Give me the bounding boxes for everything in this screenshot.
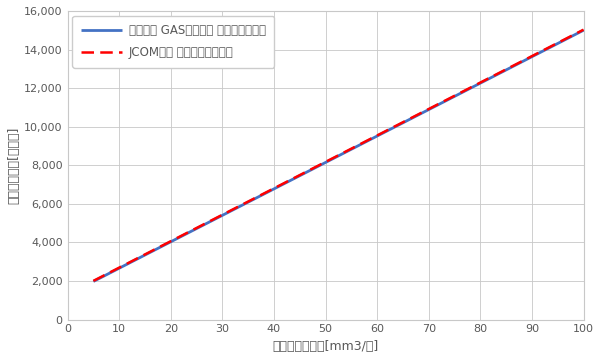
大阪ガス GAS得プラン まとめトク料金 — [326, 158, 333, 163]
Legend: 大阪ガス GAS得プラン まとめトク料金, JCOMガス まとめトクコース: 大阪ガス GAS得プラン まとめトク料金, JCOMガス まとめトクコース — [72, 16, 274, 68]
大阪ガス GAS得プラン まとめトク料金 — [90, 279, 97, 284]
JCOMガス まとめトクコース — [326, 158, 333, 162]
大阪ガス GAS得プラン まとめトク料金 — [580, 28, 587, 32]
JCOMガス まとめトクコース — [382, 129, 389, 134]
JCOMガス まとめトクコース — [90, 279, 97, 283]
大阪ガス GAS得プラン まとめトク料金 — [355, 143, 362, 148]
大阪ガス GAS得プラン まとめトク料金 — [568, 34, 575, 39]
X-axis label: 月間ガス使用量[mm3/月]: 月間ガス使用量[mm3/月] — [272, 340, 379, 353]
JCOMガス まとめトクコース — [580, 27, 587, 32]
Line: JCOMガス まとめトクコース: JCOMガス まとめトクコース — [93, 30, 584, 281]
Line: 大阪ガス GAS得プラン まとめトク料金: 大阪ガス GAS得プラン まとめトク料金 — [93, 30, 584, 282]
大阪ガス GAS得プラン まとめトク料金 — [492, 73, 499, 78]
JCOMガス まとめトクコース — [355, 143, 362, 147]
大阪ガス GAS得プラン まとめトク料金 — [323, 160, 330, 164]
JCOMガス まとめトクコース — [323, 159, 330, 164]
JCOMガス まとめトクコース — [492, 73, 499, 77]
大阪ガス GAS得プラン まとめトク料金 — [382, 130, 389, 134]
JCOMガス まとめトクコース — [568, 33, 575, 38]
Y-axis label: 想定ガス料金[円／月]: 想定ガス料金[円／月] — [7, 127, 20, 204]
